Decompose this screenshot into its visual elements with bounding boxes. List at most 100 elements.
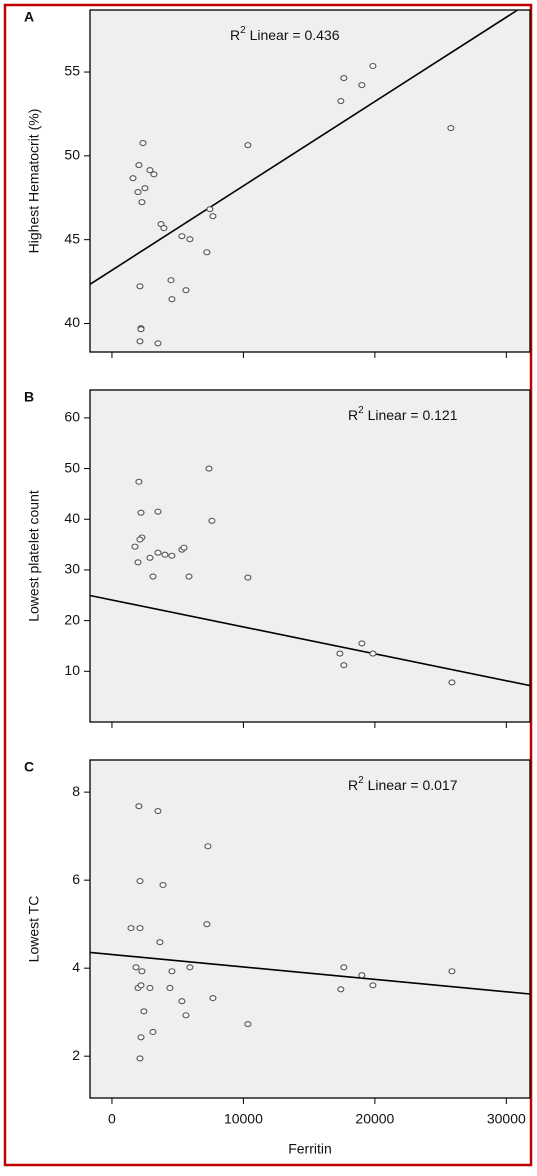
data-point — [182, 1012, 190, 1019]
y-tick-label: 6 — [72, 871, 80, 887]
x-tick-label: 20000 — [355, 1111, 394, 1127]
y-tick-label: 2 — [72, 1047, 80, 1063]
data-point — [209, 995, 217, 1002]
data-point — [448, 679, 456, 686]
data-point — [204, 843, 212, 850]
y-axis-label: Lowest TC — [26, 896, 42, 963]
data-point — [178, 998, 186, 1005]
data-point — [168, 552, 176, 559]
annotation: R2 Linear = 0.017 — [348, 775, 458, 793]
x-axis-label: Ferritin — [288, 1141, 332, 1157]
data-point — [369, 650, 377, 657]
data-point — [337, 97, 345, 105]
data-point — [340, 964, 348, 971]
data-point — [137, 982, 145, 989]
trendline — [89, 9, 519, 285]
data-point — [340, 75, 348, 82]
data-point — [244, 142, 252, 149]
panel-label: A — [24, 9, 34, 25]
data-point — [149, 1028, 157, 1036]
data-point — [156, 939, 164, 946]
data-point — [447, 124, 455, 132]
y-tick-label: 60 — [64, 409, 80, 425]
data-point — [168, 296, 176, 303]
data-point — [140, 1008, 148, 1015]
data-point — [136, 1055, 144, 1062]
data-point — [186, 236, 194, 243]
data-point — [358, 972, 366, 979]
annotation-text: Linear = 0.436 — [246, 27, 340, 43]
data-point — [203, 921, 211, 928]
y-axis-label: Lowest platelet count — [26, 490, 42, 622]
data-point — [205, 465, 213, 472]
y-axis-label: Highest Hematocrit (%) — [26, 109, 42, 254]
trendline — [89, 594, 531, 687]
annotation-base: R — [348, 777, 358, 793]
data-point — [135, 162, 143, 169]
data-point — [180, 544, 188, 551]
data-point — [146, 984, 154, 992]
annotation-sup: 2 — [358, 775, 364, 786]
annotation-text: Linear = 0.017 — [364, 777, 458, 793]
x-tick-label: 30000 — [487, 1111, 526, 1127]
y-tick-label: 30 — [64, 561, 80, 577]
data-point — [150, 171, 158, 178]
trendline — [89, 951, 531, 995]
x-tick-label: 0 — [108, 1111, 116, 1127]
data-point — [369, 982, 377, 989]
y-tick-label: 4 — [72, 959, 80, 975]
data-point — [134, 189, 142, 196]
data-point — [340, 662, 348, 669]
data-point — [137, 1034, 145, 1041]
data-point — [336, 650, 344, 657]
data-point — [186, 964, 194, 971]
data-point — [185, 573, 193, 580]
y-tick-label: 55 — [64, 63, 80, 79]
x-tick-label: 10000 — [224, 1111, 263, 1127]
data-point — [358, 82, 366, 89]
data-point — [166, 984, 174, 992]
y-tick-label: 8 — [72, 783, 80, 799]
data-point — [141, 185, 149, 192]
annotation-sup: 2 — [240, 25, 246, 36]
panel-label: B — [24, 389, 34, 405]
data-point — [146, 167, 154, 174]
data-point — [154, 508, 162, 515]
data-point — [129, 175, 137, 182]
data-point — [244, 1021, 252, 1028]
plot-area — [89, 9, 531, 353]
data-point — [138, 199, 146, 206]
data-point — [137, 509, 145, 516]
data-point — [135, 478, 143, 485]
data-point — [131, 543, 139, 550]
plot-area — [89, 759, 531, 1099]
data-point — [136, 925, 144, 932]
data-point — [146, 554, 154, 561]
y-tick-label: 40 — [64, 314, 80, 330]
y-tick-label: 10 — [64, 662, 80, 678]
y-tick-label: 50 — [64, 459, 80, 475]
data-point — [137, 326, 145, 333]
y-tick-label: 45 — [64, 230, 80, 246]
panel-label: C — [24, 759, 34, 775]
data-point — [154, 340, 162, 347]
data-point — [136, 338, 144, 345]
data-point — [134, 559, 142, 566]
data-point — [358, 640, 366, 647]
data-point — [138, 968, 146, 975]
data-point — [159, 881, 167, 889]
data-point — [139, 140, 147, 147]
border — [3, 3, 533, 1167]
annotation: R2 Linear = 0.436 — [230, 25, 340, 43]
y-tick-label: 20 — [64, 611, 80, 627]
annotation-sup: 2 — [358, 405, 364, 416]
data-point — [448, 968, 456, 975]
data-point — [168, 968, 176, 975]
annotation-base: R — [230, 27, 240, 43]
annotation: R2 Linear = 0.121 — [348, 405, 458, 423]
data-point — [154, 808, 162, 815]
data-point — [208, 517, 216, 524]
data-point — [154, 549, 162, 556]
